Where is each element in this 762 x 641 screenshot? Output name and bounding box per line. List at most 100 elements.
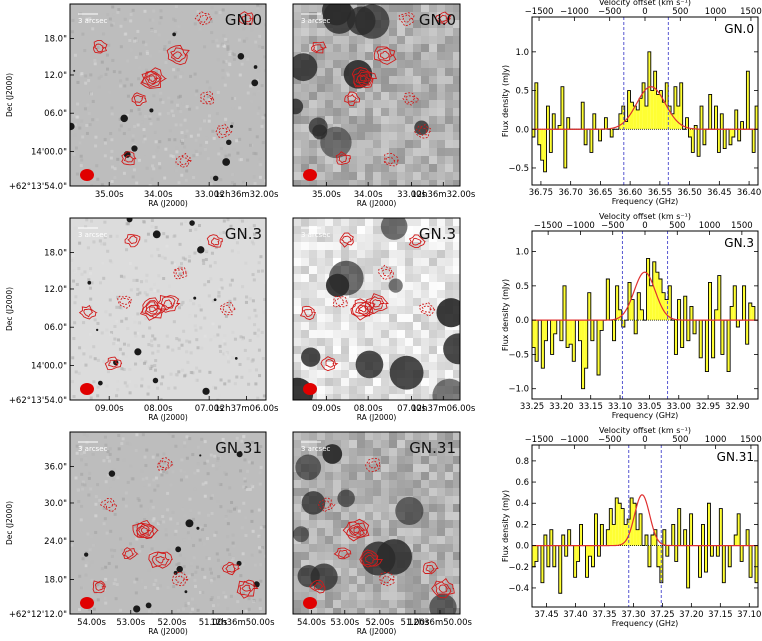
noise-pixel: [156, 289, 160, 293]
ir-pixel: [301, 274, 309, 282]
ir-pixel: [429, 84, 437, 92]
ir-pixel: [301, 448, 309, 456]
velocity-tick-label: −1500: [525, 7, 554, 17]
noise-pixel: [250, 240, 254, 244]
ir-pixel: [437, 116, 445, 124]
ir-pixel: [453, 4, 460, 12]
noise-pixel: [173, 386, 177, 390]
ir-pixel: [365, 172, 373, 180]
noise-pixel: [233, 297, 237, 301]
noise-pixel: [126, 94, 130, 98]
ir-pixel: [333, 338, 341, 346]
noise-pixel: [245, 37, 249, 41]
ir-pixel: [309, 242, 317, 250]
noise-pixel: [123, 381, 127, 385]
noise-pixel: [184, 219, 188, 223]
ir-pixel: [309, 584, 317, 592]
positive-contour: [335, 151, 351, 165]
noise-pixel: [202, 542, 206, 546]
noise-pixel: [180, 572, 184, 576]
noise-pixel: [161, 100, 165, 104]
ir-pixel: [341, 512, 349, 520]
ir-pixel: [373, 100, 381, 108]
channel-bar: [559, 320, 563, 341]
ir-pixel: [309, 322, 317, 330]
ir-pixel: [421, 108, 429, 116]
star-source: [202, 387, 210, 395]
flux-tick-label: 0.5: [515, 282, 529, 292]
ir-pixel: [333, 480, 341, 488]
ir-pixel: [453, 512, 460, 520]
ra-axis-label: RA (J2000): [148, 413, 188, 422]
channel-bar: [546, 106, 550, 130]
ir-pixel: [453, 164, 460, 172]
ir-pixel: [437, 528, 445, 536]
ir-pixel: [341, 218, 349, 226]
ir-pixel: [429, 378, 437, 386]
noise-pixel: [185, 339, 189, 343]
ir-pixel: [293, 266, 301, 274]
noise-pixel: [250, 509, 254, 513]
ir-pixel: [357, 44, 365, 52]
noise-pixel: [144, 99, 148, 103]
noise-pixel: [261, 357, 265, 361]
ir-pixel: [389, 488, 397, 496]
negative-contour: [215, 123, 233, 139]
ir-pixel: [301, 12, 309, 20]
noise-pixel: [144, 115, 148, 119]
positive-contour: [124, 234, 141, 248]
star-source: [236, 560, 242, 566]
noise-pixel: [216, 558, 220, 562]
ir-pixel: [389, 242, 397, 250]
noise-pixel: [96, 598, 100, 602]
noise-pixel: [217, 274, 221, 278]
ir-pixel: [301, 4, 309, 12]
noise-pixel: [92, 543, 96, 547]
ir-pixel: [349, 362, 357, 370]
ir-pixel: [421, 36, 429, 44]
ir-pixel: [333, 544, 341, 552]
ir-pixel: [445, 520, 453, 528]
ir-pixel: [445, 36, 453, 44]
ir-pixel: [301, 44, 309, 52]
freq-tick-label: 37.10: [737, 610, 761, 620]
positive-contour: [94, 43, 106, 53]
noise-pixel: [110, 112, 114, 116]
star-source: [120, 114, 128, 123]
ir-pixel: [429, 560, 437, 568]
ir-pixel: [421, 330, 429, 338]
ir-pixel: [437, 164, 445, 172]
noise-pixel: [221, 8, 225, 12]
ir-pixel: [365, 346, 373, 354]
noise-pixel: [215, 112, 219, 116]
ir-pixel: [389, 496, 397, 504]
ir-pixel: [453, 92, 460, 100]
noise-pixel: [80, 272, 84, 276]
ir-pixel: [333, 432, 341, 440]
noise-pixel: [103, 154, 107, 158]
channel-bar: [674, 320, 678, 355]
noise-pixel: [166, 345, 170, 349]
noise-pixel: [177, 562, 181, 566]
noise-pixel: [81, 361, 85, 365]
ir-pixel: [365, 536, 373, 544]
positive-contour: [373, 46, 397, 65]
noise-pixel: [157, 274, 161, 278]
ir-pixel: [349, 156, 357, 164]
ir-pixel: [309, 234, 317, 242]
channel-bar: [720, 320, 724, 355]
noise-pixel: [174, 169, 178, 173]
ir-pixel: [437, 148, 445, 156]
ir-pixel: [301, 338, 309, 346]
noise-pixel: [226, 150, 230, 154]
negative-contour: [379, 571, 395, 587]
positive-contour: [78, 304, 98, 320]
ra-tick-label: 35.00s: [312, 190, 341, 200]
ir-pixel: [421, 164, 429, 172]
ir-pixel: [365, 314, 373, 322]
ir-pixel: [381, 354, 389, 362]
noise-pixel: [191, 371, 195, 375]
positive-contour: [140, 67, 168, 89]
ir-pixel: [317, 76, 325, 84]
ir-pixel: [397, 68, 405, 76]
